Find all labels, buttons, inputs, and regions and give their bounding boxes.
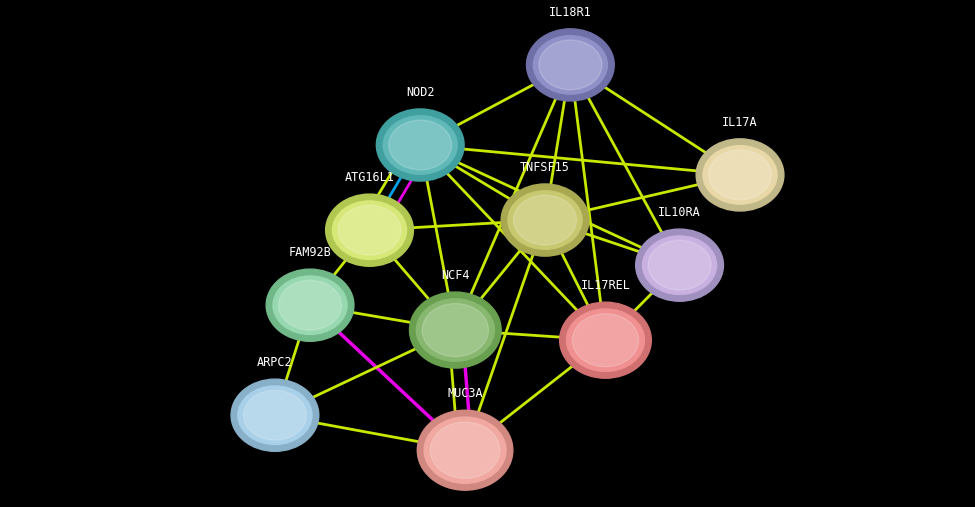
Ellipse shape: [273, 276, 347, 335]
Ellipse shape: [514, 195, 576, 245]
Ellipse shape: [526, 29, 614, 101]
Ellipse shape: [279, 280, 341, 330]
Ellipse shape: [417, 410, 513, 490]
Ellipse shape: [539, 40, 602, 90]
Text: IL18R1: IL18R1: [549, 6, 592, 19]
Text: IL17A: IL17A: [722, 116, 758, 129]
Ellipse shape: [238, 386, 312, 445]
Ellipse shape: [709, 150, 771, 200]
Ellipse shape: [338, 205, 401, 255]
Text: TNFSF15: TNFSF15: [520, 161, 570, 174]
Ellipse shape: [422, 304, 488, 356]
Ellipse shape: [326, 194, 413, 266]
Ellipse shape: [643, 236, 717, 295]
Ellipse shape: [231, 379, 319, 451]
Text: IL10RA: IL10RA: [658, 206, 701, 219]
Ellipse shape: [389, 120, 451, 170]
Ellipse shape: [566, 309, 644, 372]
Text: ATG16L1: ATG16L1: [344, 171, 395, 184]
Ellipse shape: [376, 109, 464, 181]
Ellipse shape: [533, 35, 607, 94]
Ellipse shape: [416, 299, 494, 361]
Ellipse shape: [383, 116, 457, 174]
Text: NOD2: NOD2: [406, 86, 435, 99]
Text: IL17REL: IL17REL: [580, 279, 631, 292]
Ellipse shape: [332, 201, 407, 260]
Ellipse shape: [430, 422, 500, 479]
Ellipse shape: [703, 146, 777, 204]
Text: ARPC2: ARPC2: [257, 356, 292, 369]
Ellipse shape: [501, 184, 589, 256]
Ellipse shape: [410, 292, 501, 368]
Ellipse shape: [508, 191, 582, 249]
Text: MUC3A: MUC3A: [448, 387, 483, 400]
Text: NCF4: NCF4: [441, 269, 470, 282]
Ellipse shape: [266, 269, 354, 341]
Ellipse shape: [244, 390, 306, 440]
Ellipse shape: [696, 139, 784, 211]
Ellipse shape: [572, 314, 639, 367]
Ellipse shape: [636, 229, 723, 301]
Text: FAM92B: FAM92B: [289, 246, 332, 259]
Ellipse shape: [424, 417, 506, 483]
Ellipse shape: [560, 302, 651, 378]
Ellipse shape: [648, 240, 711, 290]
